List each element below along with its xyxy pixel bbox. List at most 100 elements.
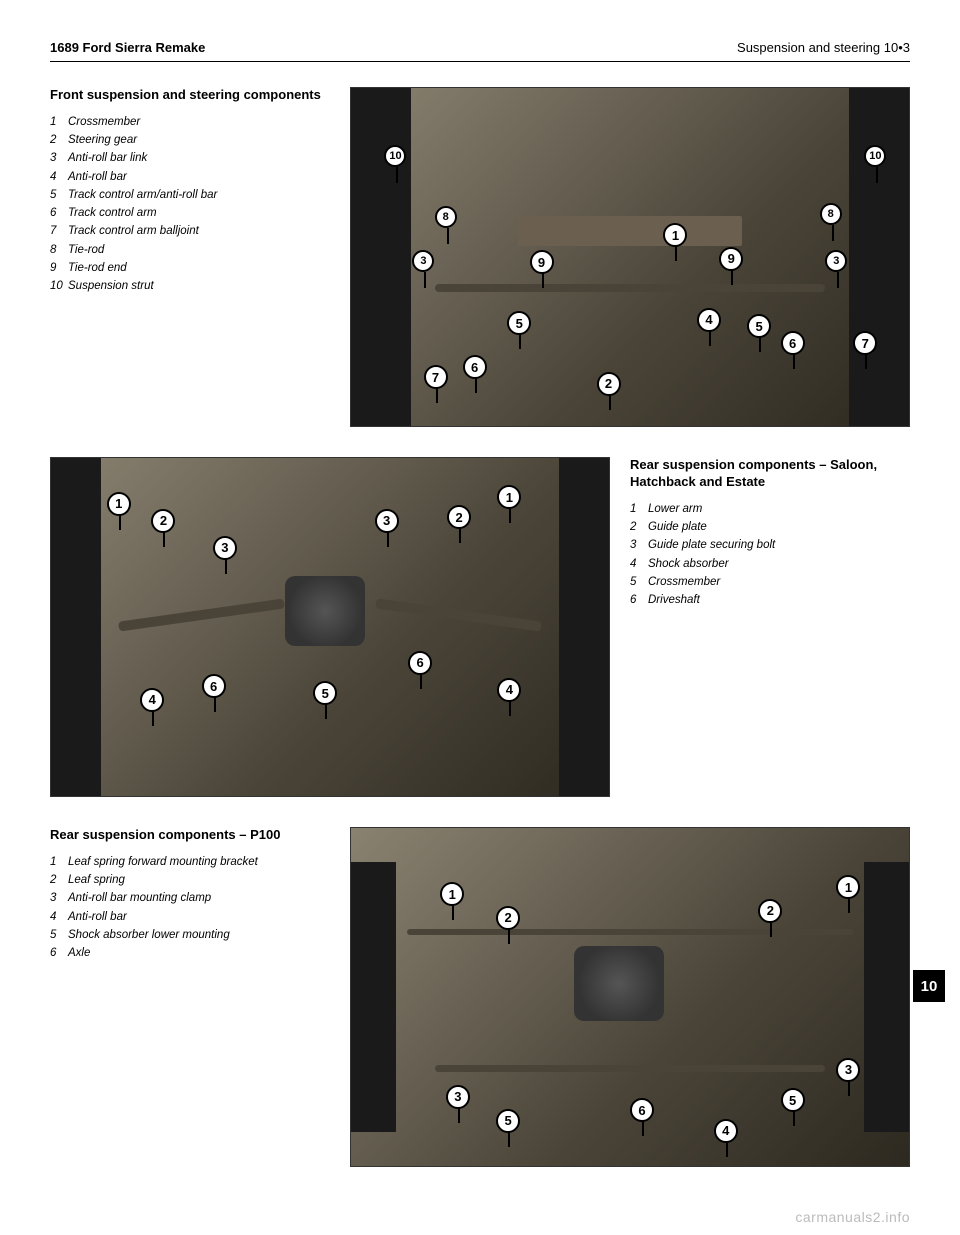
callout-marker: 5 (507, 311, 531, 335)
legend-label: Track control arm/anti-roll bar (68, 187, 217, 204)
figure-1-caption: Front suspension and steering components… (50, 87, 330, 296)
callout-marker: 6 (202, 674, 226, 698)
legend-label: Track control arm balljoint (68, 223, 199, 240)
callout-marker: 6 (408, 651, 432, 675)
tire-left (51, 458, 101, 796)
legend-label: Anti-roll bar link (68, 150, 147, 167)
callout-marker: 3 (213, 536, 237, 560)
figure-rear-suspension-p100: Rear suspension components – P100 1Leaf … (50, 827, 910, 1167)
callout-arrow (387, 531, 389, 547)
callout-marker: 1 (836, 875, 860, 899)
callout-arrow (424, 272, 426, 288)
figure-2-legend: 1Lower arm2Guide plate3Guide plate secur… (630, 501, 910, 610)
legend-item: 10Suspension strut (50, 278, 330, 295)
callout-marker: 3 (412, 250, 434, 272)
legend-item: 8Tie-rod (50, 242, 330, 259)
legend-item: 3Guide plate securing bolt (630, 537, 910, 554)
legend-label: Shock absorber (648, 556, 729, 573)
legend-item: 2Guide plate (630, 519, 910, 536)
legend-label: Axle (68, 945, 90, 962)
legend-number: 3 (50, 150, 68, 167)
legend-label: Tie-rod end (68, 260, 127, 277)
callout-marker: 1 (497, 485, 521, 509)
callout-marker: 6 (781, 331, 805, 355)
callout-marker: 9 (530, 250, 554, 274)
figure-3-caption: Rear suspension components – P100 1Leaf … (50, 827, 330, 963)
legend-label: Crossmember (648, 574, 720, 591)
figure-3-title: Rear suspension components – P100 (50, 827, 330, 844)
figure-rear-suspension-saloon: 11223344566 Rear suspension components –… (50, 457, 910, 797)
callout-arrow (865, 353, 867, 369)
callout-arrow (163, 531, 165, 547)
callout-arrow (508, 1131, 510, 1147)
legend-number: 8 (50, 242, 68, 259)
callout-arrow (475, 377, 477, 393)
figure-3-photo: 1122334556 (350, 827, 910, 1167)
header-left: 1689 Ford Sierra Remake (50, 40, 205, 55)
legend-label: Driveshaft (648, 592, 700, 609)
legend-item: 7Track control arm balljoint (50, 223, 330, 240)
legend-item: 1Crossmember (50, 114, 330, 131)
legend-number: 10 (50, 278, 68, 295)
callout-arrow (542, 272, 544, 288)
figure-3-legend: 1Leaf spring forward mounting bracket2Le… (50, 854, 330, 963)
figure-2-title: Rear suspension components – Saloon, Hat… (630, 457, 910, 491)
legend-number: 9 (50, 260, 68, 277)
tire-right (864, 862, 909, 1132)
callout-marker: 5 (781, 1088, 805, 1112)
watermark: carmanuals2.info (795, 1209, 910, 1225)
legend-number: 1 (50, 114, 68, 131)
figure-1-title: Front suspension and steering components (50, 87, 330, 104)
legend-item: 9Tie-rod end (50, 260, 330, 277)
callout-arrow (509, 700, 511, 716)
legend-item: 4Anti-roll bar (50, 169, 330, 186)
figure-2-photo: 11223344566 (50, 457, 610, 797)
callout-marker: 3 (446, 1085, 470, 1109)
callout-arrow (225, 558, 227, 574)
legend-item: 2Steering gear (50, 132, 330, 149)
callout-arrow (848, 1080, 850, 1096)
legend-label: Suspension strut (68, 278, 154, 295)
callout-marker: 5 (496, 1109, 520, 1133)
callout-marker: 4 (714, 1119, 738, 1143)
anti-roll-bar (435, 1065, 826, 1072)
callout-arrow (642, 1120, 644, 1136)
legend-label: Steering gear (68, 132, 137, 149)
legend-number: 6 (630, 592, 648, 609)
callout-arrow (675, 245, 677, 261)
legend-number: 2 (50, 872, 68, 889)
callout-arrow (458, 1107, 460, 1123)
legend-item: 3Anti-roll bar mounting clamp (50, 890, 330, 907)
callout-marker: 8 (820, 203, 842, 225)
callout-arrow (759, 336, 761, 352)
tire-left (351, 862, 396, 1132)
callout-arrow (726, 1141, 728, 1157)
callout-arrow (709, 330, 711, 346)
callout-arrow (793, 1110, 795, 1126)
callout-marker: 2 (447, 505, 471, 529)
callout-marker: 3 (836, 1058, 860, 1082)
legend-number: 2 (50, 132, 68, 149)
callout-arrow (420, 673, 422, 689)
legend-item: 2Leaf spring (50, 872, 330, 889)
callout-arrow (459, 527, 461, 543)
callout-arrow (832, 225, 834, 241)
callout-marker: 7 (424, 365, 448, 389)
callout-arrow (609, 394, 611, 410)
callout-marker: 9 (719, 247, 743, 271)
callout-marker: 2 (151, 509, 175, 533)
legend-number: 1 (50, 854, 68, 871)
callout-arrow (436, 387, 438, 403)
legend-number: 5 (50, 927, 68, 944)
callout-arrow (452, 904, 454, 920)
legend-item: 5Shock absorber lower mounting (50, 927, 330, 944)
legend-number: 6 (50, 205, 68, 222)
legend-label: Shock absorber lower mounting (68, 927, 230, 944)
callout-marker: 5 (747, 314, 771, 338)
legend-number: 6 (50, 945, 68, 962)
callout-arrow (793, 353, 795, 369)
callout-arrow (837, 272, 839, 288)
callout-marker: 2 (496, 906, 520, 930)
callout-marker: 1 (440, 882, 464, 906)
figure-1-legend: 1Crossmember2Steering gear3Anti-roll bar… (50, 114, 330, 296)
